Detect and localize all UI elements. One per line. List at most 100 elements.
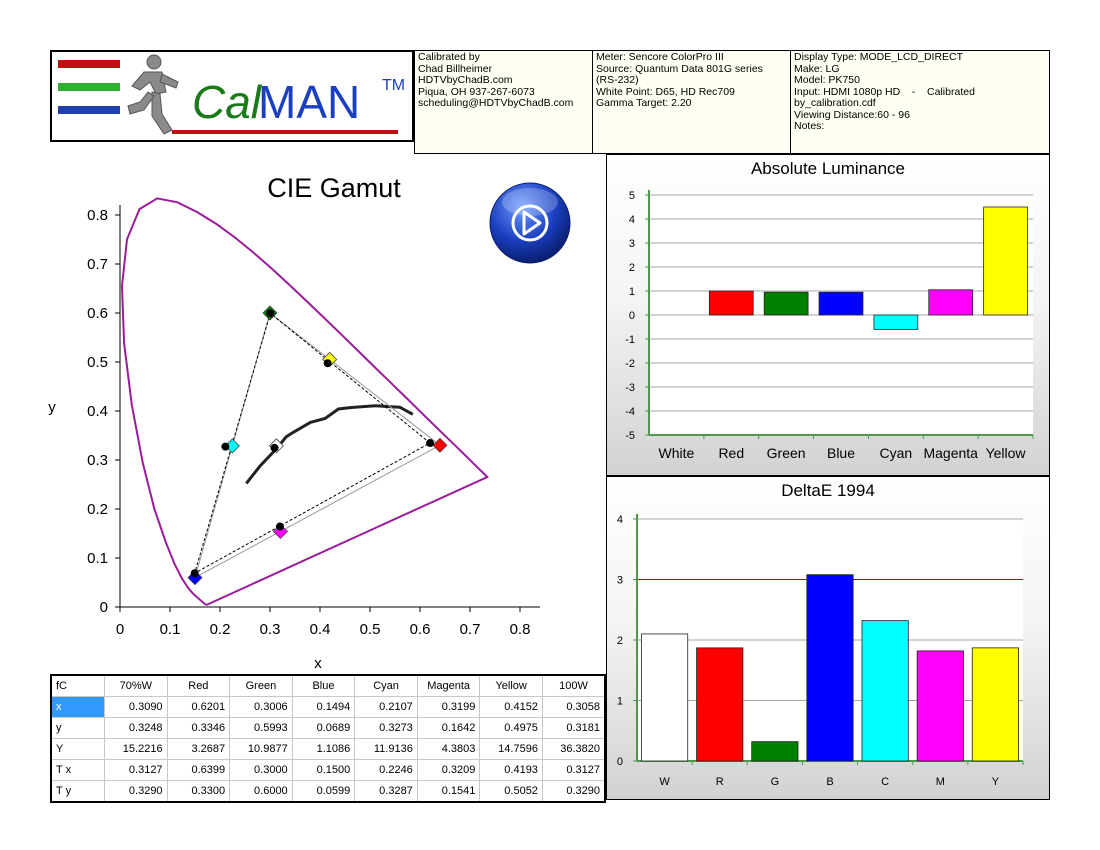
calman-logo: Cal MAN TM: [50, 50, 414, 142]
calibrated-by-line: scheduling@HDTVbyChadB.com: [418, 97, 574, 109]
table-cell: 10.9877: [229, 738, 293, 760]
de-bar-b: [806, 574, 854, 762]
table-cell: 4.3803: [416, 738, 481, 760]
calibrated-by-line: Chad Billheimer: [418, 62, 493, 75]
table-cell: 0.3181: [541, 717, 606, 739]
table-cell: 0.6201: [166, 696, 231, 718]
cie-y-tick-label: 0.1: [87, 550, 108, 567]
measured-point-white: [270, 443, 279, 452]
table-row-label[interactable]: T x: [50, 759, 105, 781]
cie-x-tick-label: 0.8: [510, 621, 531, 638]
table-cell: 3.2687: [166, 738, 231, 760]
table-cell: 0.1541: [416, 780, 481, 803]
meter-info-panel: Meter: Sencore ColorPro III Source: Quan…: [592, 50, 791, 154]
de-x-tick-label: Y: [992, 776, 1000, 788]
de-y-tick-label: 2: [617, 635, 623, 647]
logo-cal-text: Cal: [192, 76, 263, 128]
table-cell: 11.9136: [354, 738, 418, 760]
luminance-title: Absolute Luminance: [750, 159, 906, 178]
table-row: T x 0.3127 0.6399 0.3000 0.1500 0.2246 0.3209 0…: [50, 759, 606, 781]
meter-info-line: (RS-232): [596, 74, 639, 86]
lum-bar-blue: [818, 291, 864, 316]
spectral-locus: [120, 197, 490, 606]
table-cell: 0.3273: [354, 717, 418, 739]
cie-gamut-chart: CIE Gamut 0 0.1 0.2 0.3 0.4 0.5 0.6 0.7 0.800.10…: [48, 173, 540, 672]
table-cell: 0.3290: [104, 780, 168, 803]
deltae-title: DeltaE 1994: [781, 481, 875, 500]
table-cell: 0.1642: [416, 717, 481, 739]
table-cell: 0.3127: [541, 759, 606, 781]
de-x-tick-label: C: [881, 776, 889, 788]
display-info-line: Display Type: MODE_LCD_DIRECT: [794, 51, 964, 63]
deltae-chart: 0 1 2 3 4 W R G B C M Y: [617, 514, 1024, 788]
meter-info-line: Source: Quantum Data 801G series: [596, 62, 763, 75]
table-cell: 0.3209: [416, 759, 481, 781]
meter-info-line: Meter: Sencore ColorPro III: [596, 51, 724, 63]
table-cell: 0.3127: [104, 759, 168, 781]
de-x-tick-label: M: [936, 776, 945, 788]
display-info-line: by_calibration.cdf: [794, 97, 876, 109]
measured-point-blue: [190, 569, 199, 578]
lum-x-tick-label: White: [659, 445, 695, 461]
table-cell: 0.2107: [354, 696, 418, 718]
logo-green-bar: [58, 83, 120, 91]
table-cell: 0.6399: [166, 759, 231, 781]
lum-y-tick-label: 0: [629, 310, 635, 322]
cie-x-tick-label: 0: [116, 621, 124, 638]
table-row-label[interactable]: y: [50, 717, 105, 739]
cie-x-tick-label: 0.2: [210, 621, 231, 638]
cie-y-tick-label: 0.6: [87, 305, 108, 322]
logo-tm: TM: [382, 77, 405, 94]
table-row-label[interactable]: T y: [50, 780, 105, 803]
de-bar-r: [696, 647, 744, 762]
cie-y-axis-label: y: [48, 399, 56, 416]
logo-blue-bar: [58, 106, 120, 114]
table-row: x 0.3090 0.6201 0.3006 0.1494 0.2107 0.3199 0.4…: [50, 696, 606, 718]
lum-bar-cyan: [873, 314, 919, 330]
cie-curves: [120, 197, 490, 606]
measured-point-red: [426, 439, 435, 448]
table-cell: 0.3248: [104, 717, 168, 739]
table-cell: 0.3006: [229, 696, 293, 718]
calibrated-by-line: HDTVbyChadB.com: [418, 74, 513, 86]
table-cell: 0.3199: [416, 696, 481, 718]
measured-point-cyan: [221, 442, 230, 451]
table-header-cell: Magenta: [416, 674, 481, 697]
table-cell: 1.1086: [291, 738, 356, 760]
calman-logo-graphic: Cal MAN TM: [58, 54, 405, 135]
cie-y-tick-label: 0.5: [87, 354, 108, 371]
cie-x-tick-label: 0.7: [460, 621, 481, 638]
measured-point-green: [266, 309, 275, 318]
cie-x-tick-label: 0.5: [360, 621, 381, 638]
display-info-line: Make: LG: [794, 62, 840, 75]
measurement-table: fC 70%W Red Green Blue Cyan Magenta Yell…: [50, 674, 606, 803]
cie-x-tick-label: 0.3: [260, 621, 281, 638]
table-row: T y 0.3290 0.3300 0.6000 0.0599 0.3287 0.1541 0…: [50, 780, 606, 803]
lum-y-tick-label: 4: [629, 214, 635, 226]
lum-y-tick-label: -1: [625, 334, 635, 346]
table-cell: 0.2246: [354, 759, 418, 781]
de-bar-y: [971, 647, 1019, 762]
table-cell: 0.3287: [354, 780, 418, 803]
running-man-icon: [127, 54, 179, 135]
de-x-tick-label: G: [771, 776, 780, 788]
cie-x-tick-label: 0.1: [160, 621, 181, 638]
table-row-label[interactable]: Y: [50, 738, 105, 760]
table-header-cell: Green: [229, 674, 293, 697]
play-button[interactable]: [486, 180, 576, 270]
table-cell: 0.4193: [479, 759, 543, 781]
cie-x-tick-label: 0.6: [410, 621, 431, 638]
table-cell: 0.0599: [291, 780, 356, 803]
absolute-luminance-panel: Absolute Luminance -5 -4 -3 -2 -1 0 1 2 3 4 5 White…: [606, 154, 1050, 476]
de-x-tick-label: W: [659, 776, 670, 788]
table-row-label[interactable]: x: [50, 696, 105, 718]
table-cell: 0.3300: [166, 780, 231, 803]
lum-y-tick-label: -4: [625, 406, 635, 418]
display-info-line: Input: HDMI 1080p HD - Calibrated: [794, 85, 975, 98]
lum-x-tick-label: Cyan: [880, 445, 913, 461]
table-cell: 0.3000: [229, 759, 293, 781]
logo-underline: [172, 130, 398, 134]
de-bar-g: [751, 741, 799, 762]
display-info-panel: Display Type: MODE_LCD_DIRECT Make: LG M…: [790, 50, 1050, 154]
cie-y-tick-label: 0.8: [87, 207, 108, 224]
